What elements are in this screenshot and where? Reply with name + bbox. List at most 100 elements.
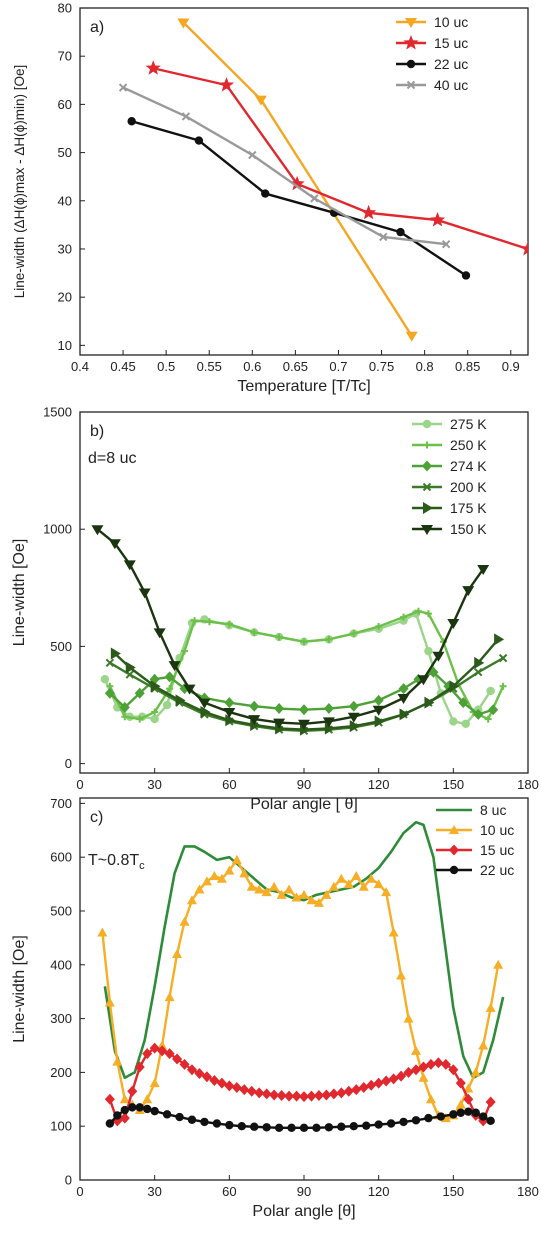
- data-point: [388, 1073, 399, 1085]
- data-point: [417, 675, 430, 686]
- panel-annotation: T~0.8Tc: [88, 852, 145, 872]
- data-point: [105, 1119, 115, 1128]
- data-point: [337, 1122, 346, 1131]
- data-point: [424, 610, 432, 618]
- annotation-text: T~0.8T: [88, 852, 139, 869]
- y-tick-label: 30: [58, 241, 72, 256]
- data-point: [205, 618, 213, 626]
- data-point: [224, 865, 235, 875]
- data-point: [328, 1088, 339, 1100]
- x-tick-label: 0.7: [329, 359, 347, 374]
- legend-swatch-marker: [406, 80, 416, 90]
- legend-swatch-marker: [423, 502, 433, 514]
- data-point: [100, 675, 110, 684]
- x-tick-label: 120: [368, 777, 390, 792]
- y-tick-label: 60: [58, 97, 72, 112]
- data-point: [361, 204, 377, 220]
- data-point: [374, 715, 385, 728]
- data-point: [248, 150, 257, 160]
- data-point: [477, 565, 490, 576]
- data-point: [455, 1099, 466, 1109]
- data-point: [299, 889, 309, 899]
- data-point: [448, 1064, 459, 1076]
- legend-label: 22 uc: [434, 56, 468, 72]
- data-point: [91, 525, 104, 536]
- data-point: [313, 897, 324, 907]
- data-point: [200, 706, 211, 719]
- data-point: [366, 873, 377, 883]
- data-point: [262, 1123, 271, 1132]
- data-point: [284, 1090, 295, 1102]
- data-point: [231, 1081, 242, 1093]
- legend-label: 15 uc: [480, 842, 514, 858]
- data-point: [461, 719, 470, 728]
- legend-swatch-marker: [405, 18, 417, 28]
- data-point: [172, 949, 183, 959]
- data-point: [157, 1045, 168, 1057]
- y-tick-label: 50: [58, 145, 72, 160]
- x-tick-label: 30: [147, 777, 161, 792]
- data-point: [150, 680, 161, 693]
- data-point: [441, 239, 451, 249]
- data-point: [494, 633, 505, 646]
- data-point: [379, 232, 388, 242]
- legend-label: 250 K: [450, 437, 487, 453]
- data-point: [153, 628, 166, 639]
- data-point: [119, 1112, 130, 1124]
- data-point: [396, 227, 405, 237]
- series-40-uc: [118, 83, 451, 249]
- data-point: [358, 881, 369, 891]
- data-point: [463, 1083, 474, 1093]
- data-point: [273, 718, 286, 729]
- data-point: [449, 1110, 458, 1119]
- data-point: [299, 1123, 309, 1133]
- data-point: [261, 887, 272, 897]
- legend-swatch-marker: [422, 460, 432, 472]
- data-point: [269, 1089, 280, 1101]
- data-point: [312, 1123, 321, 1133]
- data-point: [164, 671, 175, 683]
- data-point: [112, 1056, 123, 1066]
- x-axis-label: Polar angle [θ]: [252, 1203, 355, 1220]
- data-point: [485, 1002, 496, 1012]
- data-point: [397, 693, 410, 704]
- data-point: [462, 586, 475, 597]
- data-point: [149, 1042, 160, 1054]
- y-tick-label: 1500: [43, 405, 72, 420]
- data-point: [105, 658, 115, 668]
- series-line: [131, 120, 467, 277]
- data-point: [175, 694, 186, 707]
- data-point: [183, 684, 196, 695]
- data-point: [248, 715, 261, 726]
- data-point: [374, 1120, 383, 1129]
- data-point: [123, 560, 136, 571]
- data-point: [425, 1094, 436, 1104]
- data-point: [484, 715, 492, 723]
- y-tick-label: 500: [50, 639, 72, 654]
- data-point: [321, 889, 332, 899]
- data-point: [135, 1103, 144, 1112]
- data-point: [223, 708, 236, 719]
- data-point: [328, 881, 339, 891]
- data-point: [194, 136, 204, 145]
- panel-label: b): [90, 423, 104, 440]
- data-point: [164, 992, 175, 1002]
- x-tick-label: 0.5: [157, 359, 175, 374]
- data-point: [470, 1067, 481, 1077]
- series-line: [152, 67, 528, 251]
- x-tick-label: 0.6: [243, 359, 261, 374]
- data-point: [366, 1079, 377, 1091]
- series-line: [122, 86, 447, 246]
- data-point: [403, 1013, 414, 1023]
- series-10-uc: [97, 854, 504, 1123]
- y-tick-label: 200: [50, 1065, 72, 1080]
- data-point: [231, 854, 242, 864]
- data-point: [349, 720, 360, 733]
- data-point: [298, 719, 310, 730]
- x-tick-label: 90: [297, 777, 311, 792]
- panel-label: a): [90, 19, 104, 36]
- data-point: [291, 1090, 302, 1102]
- data-point: [104, 1093, 115, 1105]
- data-point: [120, 1105, 129, 1115]
- series-22-uc: [105, 1103, 495, 1133]
